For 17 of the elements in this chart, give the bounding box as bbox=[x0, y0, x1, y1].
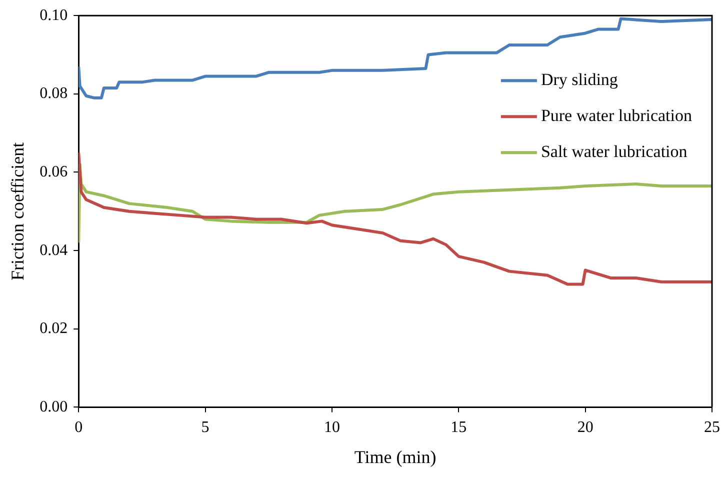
x-axis-title: Time (min) bbox=[354, 446, 436, 467]
legend-label: Dry sliding bbox=[540, 70, 618, 90]
y-tick-label: 0.06 bbox=[40, 163, 68, 180]
y-tick-label: 0.00 bbox=[40, 398, 68, 416]
y-axis-title: Friction coefficient bbox=[8, 142, 28, 280]
y-tick-label: 0.08 bbox=[40, 85, 68, 102]
y-tick-label: 0.02 bbox=[40, 320, 68, 338]
x-tick-label: 10 bbox=[324, 419, 340, 436]
legend-label: Pure water lubrication bbox=[540, 106, 692, 126]
x-tick-label: 20 bbox=[577, 419, 594, 436]
legend-label: Salt water lubrication bbox=[540, 142, 688, 162]
x-tick-label: 25 bbox=[704, 419, 720, 436]
x-tick-label: 0 bbox=[74, 419, 83, 436]
y-tick-label: 0.10 bbox=[40, 6, 68, 24]
x-tick-label: 5 bbox=[201, 419, 210, 436]
x-tick-label: 15 bbox=[450, 419, 467, 436]
y-tick-label: 0.04 bbox=[40, 242, 68, 259]
